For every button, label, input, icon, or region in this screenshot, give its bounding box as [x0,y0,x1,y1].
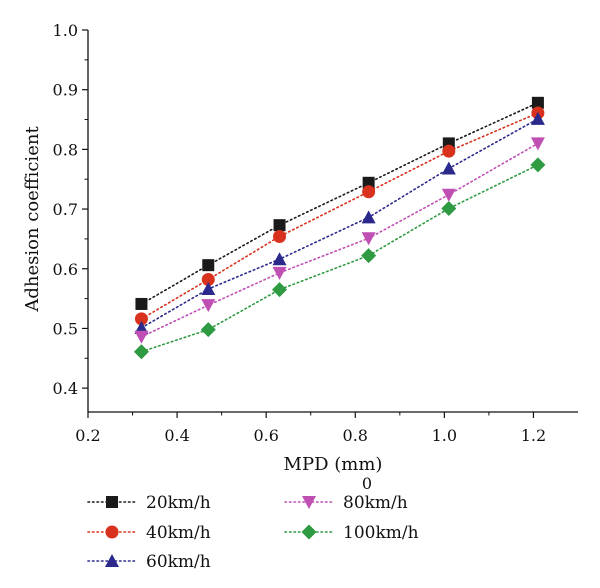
data-point [201,282,216,296]
y-tick-label: 0.7 [53,200,78,219]
series-line [140,142,539,338]
legend-label: 60km/h [146,552,211,572]
data-point [272,252,287,266]
series-line [140,164,539,353]
data-point [362,185,376,199]
x-tick-label: 0.6 [253,426,278,445]
x-tick-label: 1.0 [432,426,457,445]
x-axis-label: MPD (mm) [284,454,383,475]
series-20kmh [135,96,544,310]
data-point [530,111,545,125]
y-tick-label: 0.8 [53,140,78,159]
data-point [134,330,149,344]
data-point [442,144,456,158]
y-axis-label: Adhesion coefficient [22,126,43,313]
stray-zero-label: 0 [362,474,372,493]
legend-item: 80km/h [284,493,408,513]
y-tick-label: 0.9 [53,81,78,100]
data-point [441,161,456,175]
x-tick-label: 1.2 [521,426,546,445]
legend-marker [302,496,316,509]
legend-label: 20km/h [146,493,211,513]
legend: 20km/h 40km/h 60km/h 80km/h 100km/h [87,493,419,572]
data-point [531,96,544,109]
data-point [272,266,287,280]
legend-marker [105,525,119,539]
data-point [273,219,286,232]
series-line [140,102,539,305]
data-point [133,344,149,360]
data-point [134,312,148,326]
axes: 0.4 0.5 0.6 0.7 0.8 0.9 1.0 0.2 0.4 0.6 0.8 1.0 1.2 [53,21,578,445]
legend-item: 40km/h [87,523,211,543]
x-tick-label: 0.8 [343,426,368,445]
data-point [441,200,457,216]
data-point [361,248,377,264]
data-point [361,232,376,246]
legend-label: 40km/h [146,523,211,543]
data-point [201,272,215,286]
series-line [140,118,539,329]
data-point [272,282,288,298]
data-point [273,230,287,244]
legend-label: 100km/h [343,523,419,543]
y-tick-label: 0.5 [53,319,78,338]
data-point [530,137,545,151]
series-layer [133,96,546,360]
x-tick-label: 0.2 [75,426,100,445]
data-point [441,188,456,202]
y-tick-label: 0.6 [53,260,78,279]
data-point [202,259,215,272]
y-tick-label: 0.4 [53,379,78,398]
series-line [140,112,539,320]
series-60kmh [134,111,545,334]
data-point [134,320,149,334]
x-tick-label: 0.4 [164,426,189,445]
data-point [135,297,148,310]
data-point [361,210,376,224]
series-100kmh [133,157,546,360]
series-80kmh [134,137,545,344]
legend-label: 80km/h [343,493,408,513]
y-tick-label: 1.0 [53,21,78,40]
data-point [362,176,375,189]
data-point [200,322,216,338]
legend-item: 60km/h [87,552,211,572]
legend-marker [105,554,119,567]
data-point [530,157,546,173]
legend-item: 20km/h [87,493,211,513]
legend-item: 100km/h [284,523,419,543]
legend-marker [106,496,118,508]
legend-marker [301,524,317,540]
data-point [201,299,216,313]
series-40kmh [134,106,545,326]
